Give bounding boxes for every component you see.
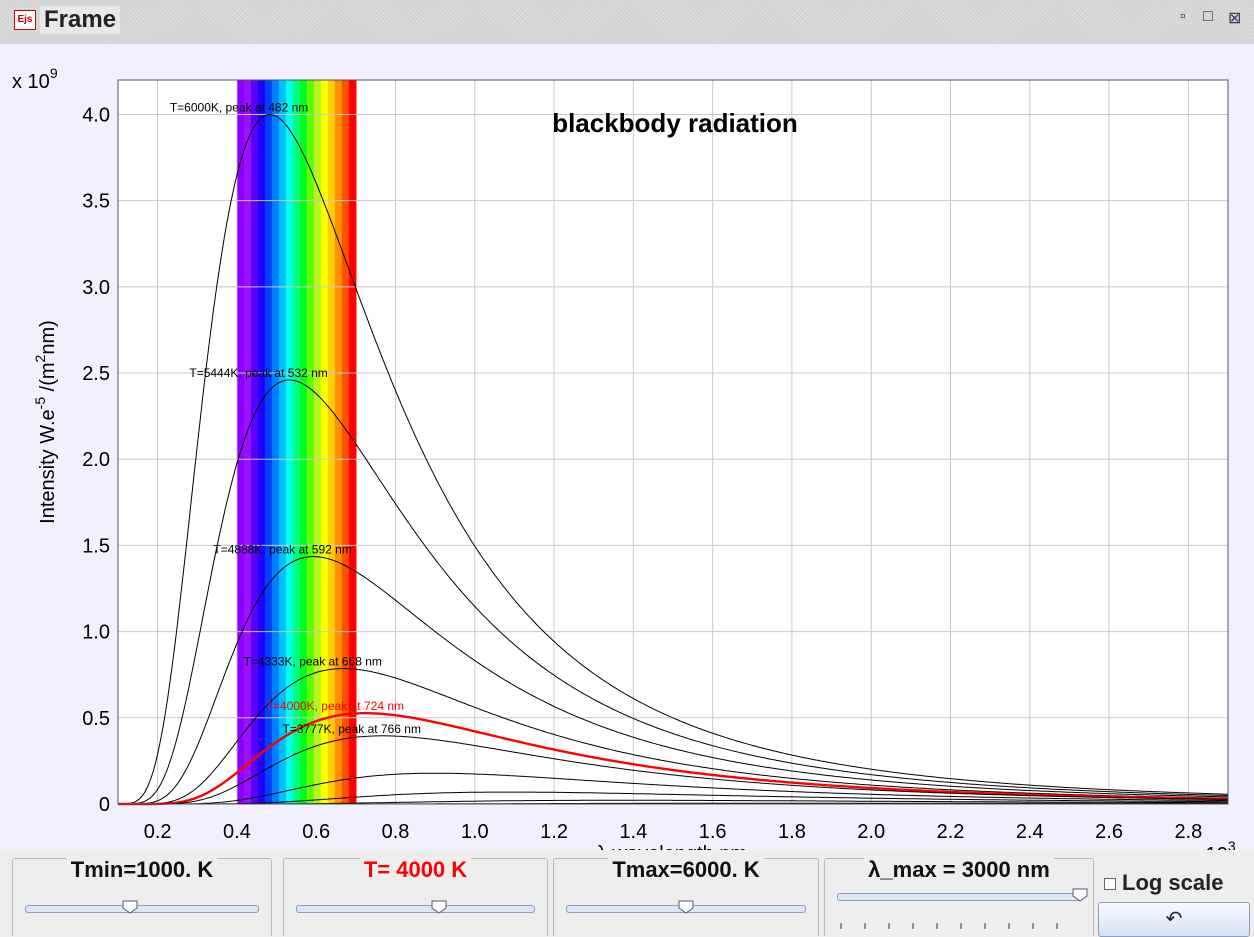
y-tick-label: 1.0 <box>82 622 110 644</box>
spectrum-stripe <box>342 80 350 804</box>
tmin-slider[interactable] <box>25 905 259 913</box>
y-tick-label: 0 <box>99 794 110 816</box>
tmax-panel: Tmax=6000. K <box>553 858 819 936</box>
lambda-slider-ticks <box>837 921 1081 933</box>
log-scale-label: Log scale <box>1122 870 1223 895</box>
tmin-panel: Tmin=1000. K <box>12 858 272 936</box>
y-tick-label: 1.5 <box>82 535 110 557</box>
lambda-slider[interactable] <box>837 893 1081 901</box>
curve-label-6000: T=6000K, peak at 482 nm <box>170 100 308 114</box>
spectrum-stripe <box>335 80 343 804</box>
spectrum-stripe <box>293 80 301 804</box>
close-icon[interactable]: ⊠ <box>1228 8 1241 28</box>
spectrum-stripe <box>265 80 273 804</box>
x-tick-label: 1.8 <box>778 821 806 843</box>
blackbody-chart: T=6000K, peak at 482 nm T=5444K, peak at … <box>0 44 1254 850</box>
chart-area: T=6000K, peak at 482 nm T=5444K, peak at … <box>0 44 1254 850</box>
x-tick-label: 1.6 <box>699 821 727 843</box>
spectrum-stripe <box>328 80 336 804</box>
t-slider[interactable] <box>296 905 535 913</box>
y-axis-label: Intensity W.e-5 /(m2nm) <box>32 320 59 524</box>
x-tick-label: 2.6 <box>1095 821 1123 843</box>
x-tick-label: 0.6 <box>302 821 330 843</box>
curve-label-4888: T=4888K, peak at 592 nm <box>213 543 351 557</box>
reset-button[interactable]: ↶ <box>1098 902 1250 937</box>
curve-label-4333: T=4333K, peak at 668 nm <box>243 655 381 669</box>
tmin-slider-thumb[interactable] <box>122 900 138 914</box>
spectrum-stripe <box>272 80 280 804</box>
spectrum-stripe <box>244 80 252 804</box>
control-panel: Tmin=1000. K T= 4000 K Tmax=6000. K λ_ma… <box>0 850 1254 935</box>
x-tick-label: 1.4 <box>619 821 647 843</box>
ejs-logo-icon: Ejs <box>14 10 36 30</box>
spectrum-stripe <box>349 80 357 804</box>
lambda-label: λ_max = 3000 nm <box>864 857 1054 882</box>
lambda-slider-thumb[interactable] <box>1072 888 1088 902</box>
spectrum-stripe <box>251 80 259 804</box>
curve-label-4000: T=4000K, peak at 724 nm <box>266 699 404 713</box>
maximize-icon[interactable]: □ <box>1203 8 1213 26</box>
tmin-label: Tmin=1000. K <box>67 857 217 882</box>
y-tick-label: 4.0 <box>82 104 110 126</box>
spectrum-stripe <box>300 80 308 804</box>
y-tick-label: 3.5 <box>82 191 110 213</box>
x-tick-label: 1.0 <box>461 821 489 843</box>
x-tick-label: 0.2 <box>144 821 172 843</box>
x-tick-label: 0.4 <box>223 821 251 843</box>
tmax-label: Tmax=6000. K <box>608 857 763 882</box>
t-label: T= 4000 K <box>360 857 471 882</box>
visible-spectrum-band <box>237 80 357 804</box>
spectrum-stripe <box>307 80 315 804</box>
spectrum-stripe <box>314 80 322 804</box>
spectrum-stripe <box>321 80 329 804</box>
undo-icon: ↶ <box>1166 908 1183 930</box>
lambda-panel: λ_max = 3000 nm <box>824 858 1094 936</box>
chart-title: blackbody radiation <box>552 108 798 138</box>
t-slider-thumb[interactable] <box>431 900 447 914</box>
tmax-slider[interactable] <box>566 905 806 913</box>
y-tick-label: 3.0 <box>82 277 110 299</box>
t-panel: T= 4000 K <box>283 858 548 936</box>
window-titlebar: Ejs Frame ▫ □ ⊠ <box>0 0 1254 44</box>
window-title: Frame <box>40 6 120 34</box>
curve-label-5444: T=5444K, peak at 532 nm <box>189 366 327 380</box>
x-tick-label: 2.4 <box>1016 821 1044 843</box>
y-tick-label: 2.0 <box>82 449 110 471</box>
log-scale-checkbox[interactable]: Log scale <box>1104 870 1223 896</box>
x-tick-label: 1.2 <box>540 821 568 843</box>
x-tick-label: 2.2 <box>937 821 965 843</box>
x-tick-label: 2.8 <box>1174 821 1202 843</box>
spectrum-stripe <box>286 80 294 804</box>
y-tick-label: 2.5 <box>82 363 110 385</box>
spectrum-stripe <box>279 80 287 804</box>
curve-label-3777: T=3777K, peak at 766 nm <box>283 722 421 736</box>
x-tick-label: 0.8 <box>382 821 410 843</box>
minimize-icon[interactable]: ▫ <box>1180 8 1186 26</box>
spectrum-stripe <box>258 80 266 804</box>
log-scale-checkbox-box[interactable] <box>1104 878 1116 890</box>
y-tick-label: 0.5 <box>82 708 110 730</box>
y-exponent-label: x 109 <box>12 65 58 93</box>
tmax-slider-thumb[interactable] <box>678 900 694 914</box>
x-axis-label: λ wavelength nm <box>597 843 747 850</box>
x-tick-label: 2.0 <box>857 821 885 843</box>
